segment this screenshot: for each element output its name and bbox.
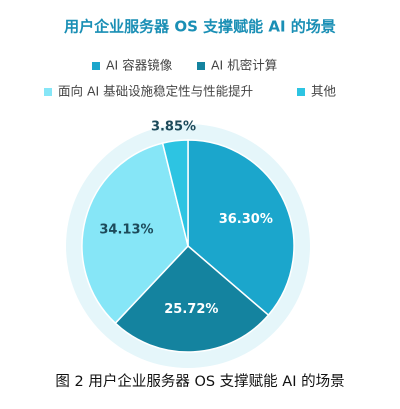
legend-label: 面向 AI 基础设施稳定性与性能提升 [58, 84, 253, 99]
legend-swatch [297, 88, 305, 96]
chart-title: 用户企业服务器 OS 支撑赋能 AI 的场景 [64, 18, 336, 36]
pie-slice [187, 139, 295, 317]
value-label: 34.13% [99, 222, 153, 237]
caption: 图 2 用户企业服务器 OS 支撑赋能 AI 的场景 [55, 372, 344, 390]
pie-slice [161, 139, 189, 247]
legend-swatch [197, 62, 205, 70]
legend-swatch [44, 88, 52, 96]
legend-swatch [92, 62, 100, 70]
value-label: 36.30% [219, 212, 273, 227]
pie-slice [81, 142, 189, 325]
legend-label: AI 容器镜像 [106, 58, 173, 73]
legend-label: 其他 [311, 84, 337, 99]
value-label: 3.85% [151, 119, 196, 134]
pie-slice [114, 244, 270, 353]
legend-label: AI 机密计算 [211, 58, 277, 73]
value-label: 25.72% [164, 302, 218, 317]
